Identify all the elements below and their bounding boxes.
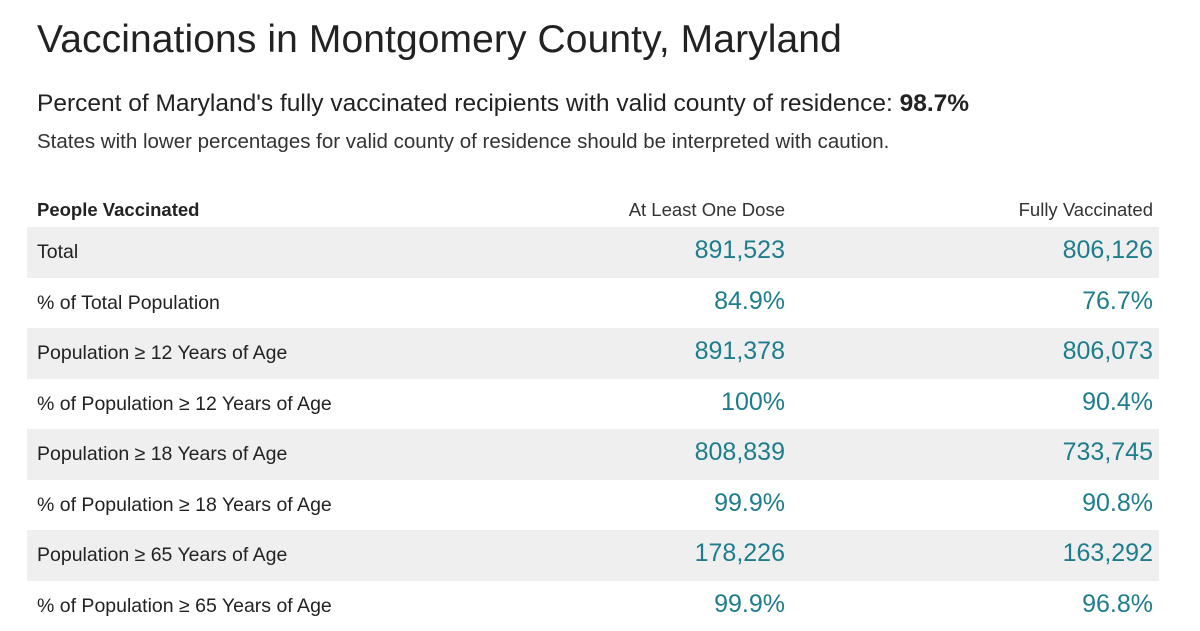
- fully-vaccinated-value: 96.8%: [1082, 590, 1153, 619]
- valid-county-percent-statement: Percent of Maryland's fully vaccinated r…: [37, 90, 969, 118]
- table-row: Total 891,523 806,126: [27, 227, 1159, 278]
- caution-note: States with lower percentages for valid …: [37, 130, 889, 154]
- column-header-fully-vaccinated: Fully Vaccinated: [1019, 199, 1153, 221]
- valid-county-percent-text: Percent of Maryland's fully vaccinated r…: [37, 90, 900, 117]
- at-least-one-dose-value: 178,226: [695, 539, 785, 568]
- fully-vaccinated-value: 806,073: [1063, 337, 1153, 366]
- row-label: % of Total Population: [37, 292, 220, 315]
- at-least-one-dose-value: 84.9%: [714, 287, 785, 316]
- column-header-people-vaccinated: People Vaccinated: [37, 199, 199, 221]
- at-least-one-dose-value: 891,523: [695, 236, 785, 265]
- table-row: Population ≥ 18 Years of Age 808,839 733…: [27, 429, 1159, 480]
- column-header-at-least-one-dose: At Least One Dose: [629, 199, 785, 221]
- fully-vaccinated-value: 163,292: [1063, 539, 1153, 568]
- at-least-one-dose-value: 808,839: [695, 438, 785, 467]
- row-label: Population ≥ 18 Years of Age: [37, 443, 287, 466]
- table-row: Population ≥ 12 Years of Age 891,378 806…: [27, 328, 1159, 379]
- fully-vaccinated-value: 90.8%: [1082, 489, 1153, 518]
- fully-vaccinated-value: 76.7%: [1082, 287, 1153, 316]
- at-least-one-dose-value: 99.9%: [714, 489, 785, 518]
- valid-county-percent-value: 98.7%: [900, 90, 969, 117]
- row-label: % of Population ≥ 18 Years of Age: [37, 494, 332, 517]
- fully-vaccinated-value: 806,126: [1063, 236, 1153, 265]
- row-label: % of Population ≥ 65 Years of Age: [37, 595, 332, 618]
- at-least-one-dose-value: 100%: [721, 388, 785, 417]
- table-row: Population ≥ 65 Years of Age 178,226 163…: [27, 530, 1159, 581]
- table-header: People Vaccinated At Least One Dose Full…: [27, 192, 1159, 227]
- table-row: % of Total Population 84.9% 76.7%: [27, 278, 1159, 329]
- fully-vaccinated-value: 733,745: [1063, 438, 1153, 467]
- row-label: Total: [37, 241, 78, 264]
- at-least-one-dose-value: 891,378: [695, 337, 785, 366]
- table-row: % of Population ≥ 65 Years of Age 99.9% …: [27, 581, 1159, 631]
- row-label: Population ≥ 65 Years of Age: [37, 544, 287, 567]
- vaccination-table: People Vaccinated At Least One Dose Full…: [27, 192, 1159, 631]
- table-row: % of Population ≥ 12 Years of Age 100% 9…: [27, 379, 1159, 430]
- row-label: % of Population ≥ 12 Years of Age: [37, 393, 332, 416]
- table-row: % of Population ≥ 18 Years of Age 99.9% …: [27, 480, 1159, 531]
- fully-vaccinated-value: 90.4%: [1082, 388, 1153, 417]
- row-label: Population ≥ 12 Years of Age: [37, 342, 287, 365]
- page-title: Vaccinations in Montgomery County, Maryl…: [37, 18, 842, 62]
- at-least-one-dose-value: 99.9%: [714, 590, 785, 619]
